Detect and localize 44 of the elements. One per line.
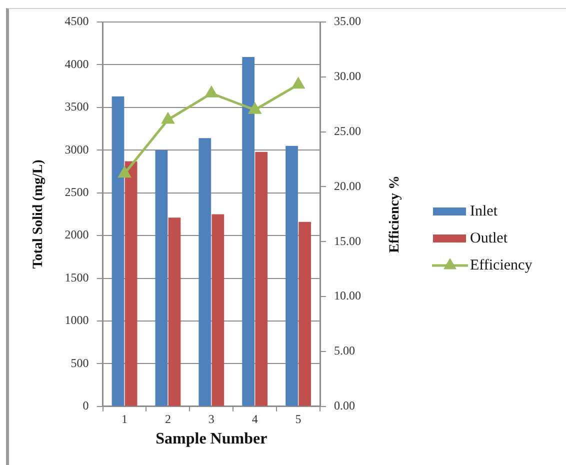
bar: [112, 96, 124, 406]
point: [205, 86, 218, 98]
y-tick-label: 2500: [64, 185, 89, 199]
y-tick-label: 3000: [64, 142, 89, 156]
y-tick-label: 500: [70, 356, 89, 370]
legend-label: Outlet: [470, 230, 508, 246]
y-tick-label: 1500: [64, 270, 89, 284]
x-tick-label: 4: [252, 412, 258, 426]
bar: [155, 150, 168, 406]
bar: [255, 152, 268, 406]
y2-tick-label: 30.00: [334, 69, 361, 84]
y-tick-label: 1000: [64, 313, 89, 328]
y2-tick-label: 25.00: [334, 124, 361, 138]
y2-tick-label: 20.00: [334, 178, 361, 193]
bar: [198, 138, 212, 406]
y-tick-label: 0: [82, 398, 89, 413]
y-tick-label: 2000: [64, 228, 89, 242]
y-tick-label: 4000: [64, 56, 89, 71]
x-tick-label: 5: [295, 412, 302, 426]
bar: [168, 218, 181, 406]
bar: [298, 222, 311, 406]
y2-tick-label: 15.00: [334, 234, 361, 248]
y2-tick-label: 5.00: [334, 344, 355, 358]
x-tick-label: 1: [122, 412, 128, 426]
bar: [212, 214, 224, 406]
point: [248, 103, 261, 114]
bar: [124, 161, 138, 406]
x-tick-label: 3: [208, 412, 214, 426]
legend-label: Efficiency: [470, 257, 533, 274]
y2-tick-label: 10.00: [334, 288, 361, 303]
y-tick-label: 3500: [64, 100, 89, 114]
y-axis-title: Total Solid (mg/L): [31, 159, 46, 269]
point: [162, 113, 174, 124]
y2-tick-label: 35.00: [334, 14, 361, 28]
x-tick-label: 2: [164, 412, 171, 426]
y2-tick-label: 0.00: [334, 398, 355, 413]
bar: [242, 57, 255, 406]
bar: [286, 146, 298, 406]
point: [292, 78, 304, 89]
y2-axis-title: Efficiency %: [388, 176, 403, 253]
point: [118, 166, 131, 178]
x-axis-title: Sample Number: [156, 430, 268, 448]
y-tick-label: 4500: [64, 14, 89, 28]
legend-label: Inlet: [470, 203, 498, 220]
